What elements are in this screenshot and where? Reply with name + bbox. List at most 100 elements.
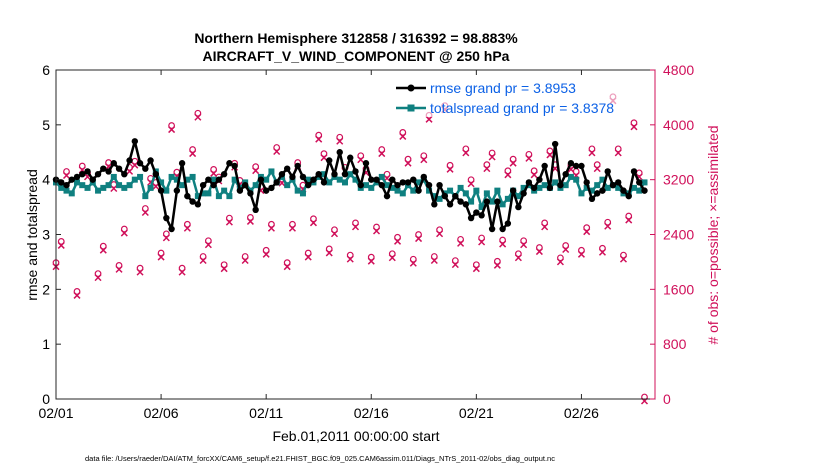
rmse-point bbox=[368, 176, 375, 183]
obs-assimilated-marker bbox=[210, 169, 218, 177]
rmse-point bbox=[257, 176, 265, 183]
obs-possible-marker bbox=[178, 264, 186, 272]
rmse-point bbox=[373, 176, 380, 183]
rmse-point bbox=[520, 190, 527, 197]
totalspread-point bbox=[473, 187, 480, 194]
rmse-point bbox=[404, 179, 412, 186]
rmse-point bbox=[420, 173, 428, 181]
totalspread-point bbox=[578, 190, 585, 197]
y-tick-label: 3 bbox=[42, 227, 50, 243]
rmse-point bbox=[241, 181, 249, 189]
totalspread-point bbox=[504, 195, 511, 202]
obs-possible-marker bbox=[162, 230, 170, 238]
obs-assimilated-marker bbox=[535, 248, 543, 256]
rmse-point bbox=[599, 187, 606, 194]
obs-assimilated-marker bbox=[472, 265, 480, 273]
totalspread-point bbox=[100, 184, 107, 191]
rmse-point bbox=[68, 176, 75, 183]
obs-assimilated-marker bbox=[194, 113, 202, 121]
rmse-point bbox=[551, 140, 559, 148]
y-tick-label: 5 bbox=[42, 117, 50, 133]
obs-possible-marker bbox=[73, 288, 81, 295]
obs-possible-marker bbox=[641, 393, 648, 401]
obs-possible-marker bbox=[472, 261, 480, 269]
rmse-point bbox=[58, 179, 65, 186]
obs-assimilated-marker bbox=[394, 237, 402, 245]
obs-possible-marker bbox=[336, 133, 344, 141]
totalspread-point bbox=[116, 182, 123, 189]
obs-possible-marker bbox=[630, 119, 638, 127]
obs-possible-marker bbox=[283, 259, 291, 267]
rmse-point bbox=[452, 192, 459, 200]
rmse-point bbox=[473, 209, 480, 216]
obs-possible-marker bbox=[241, 253, 249, 260]
rmse-point bbox=[210, 181, 217, 189]
x-axis-label: Feb.01,2011 00:00:00 start bbox=[272, 428, 439, 444]
rmse-point bbox=[310, 176, 317, 183]
totalspread-point bbox=[215, 193, 222, 200]
data-file-footnote: data file: /Users/raeder/DAI/ATM_forcXX/… bbox=[85, 454, 555, 463]
rmse-point bbox=[525, 179, 533, 186]
rmse-point bbox=[636, 179, 643, 186]
obs-possible-marker bbox=[536, 244, 543, 251]
obs-possible-marker bbox=[289, 220, 296, 228]
totalspread-point bbox=[399, 190, 406, 197]
obs-possible-marker bbox=[478, 234, 486, 242]
obs-assimilated-marker bbox=[288, 224, 296, 232]
rmse-point bbox=[105, 168, 112, 175]
obs-possible-marker bbox=[304, 249, 312, 257]
obs-possible-marker bbox=[225, 214, 233, 222]
rmse-point bbox=[168, 225, 175, 233]
rmse-point bbox=[530, 184, 538, 192]
rmse-point bbox=[415, 187, 422, 194]
rmse-point bbox=[89, 176, 96, 183]
totalspread-point bbox=[489, 198, 496, 205]
obs-possible-marker bbox=[78, 162, 86, 170]
obs-assimilated-marker bbox=[336, 137, 344, 145]
obs-possible-marker bbox=[588, 145, 596, 153]
obs-possible-marker bbox=[457, 235, 464, 243]
totalspread-point bbox=[58, 184, 65, 191]
totalspread-point bbox=[641, 179, 648, 186]
obs-assimilated-marker bbox=[593, 165, 601, 173]
rmse-point bbox=[173, 187, 181, 194]
x-tick-label: 02/06 bbox=[144, 405, 179, 421]
totalspread-point bbox=[221, 187, 228, 194]
totalspread-point bbox=[536, 184, 543, 191]
obs-assimilated-marker bbox=[520, 241, 528, 249]
obs-assimilated-marker bbox=[530, 171, 538, 179]
totalspread-point bbox=[347, 171, 354, 178]
obs-possible-marker bbox=[415, 231, 422, 238]
rmse-point bbox=[121, 170, 128, 178]
totalspread-point bbox=[431, 193, 438, 200]
obs-assimilated-marker bbox=[320, 154, 328, 162]
totalspread-point bbox=[352, 176, 359, 183]
rmse-point bbox=[100, 165, 107, 172]
totalspread-point bbox=[147, 184, 154, 191]
obs-assimilated-marker bbox=[562, 245, 570, 254]
rmse-point bbox=[383, 192, 391, 200]
obs-assimilated-marker bbox=[399, 132, 407, 140]
legend-box bbox=[391, 76, 648, 117]
rmse-point bbox=[378, 181, 385, 189]
obs-assimilated-marker bbox=[246, 217, 254, 225]
rmse-point bbox=[136, 160, 144, 167]
obs-possible-marker bbox=[446, 161, 454, 169]
rmse-point bbox=[509, 187, 517, 194]
obs-assimilated-marker bbox=[351, 223, 360, 231]
rmse-point bbox=[347, 154, 354, 161]
obs-assimilated-marker bbox=[141, 208, 149, 217]
obs-assimilated-marker bbox=[493, 261, 501, 269]
rmse-point bbox=[399, 179, 406, 186]
rmse-point bbox=[326, 157, 333, 164]
totalspread-point bbox=[368, 184, 375, 191]
obs-possible-marker bbox=[399, 129, 407, 136]
obs-assimilated-marker bbox=[577, 250, 585, 258]
totalspread-point bbox=[562, 182, 569, 189]
obs-assimilated-marker bbox=[509, 159, 517, 167]
obs-possible-marker bbox=[378, 146, 386, 153]
obs-possible-marker bbox=[220, 261, 228, 269]
obs-possible-marker bbox=[210, 166, 218, 173]
legend-spread-label: totalspread grand pr = 3.8378 bbox=[430, 100, 614, 116]
obs-possible-marker bbox=[546, 147, 554, 155]
